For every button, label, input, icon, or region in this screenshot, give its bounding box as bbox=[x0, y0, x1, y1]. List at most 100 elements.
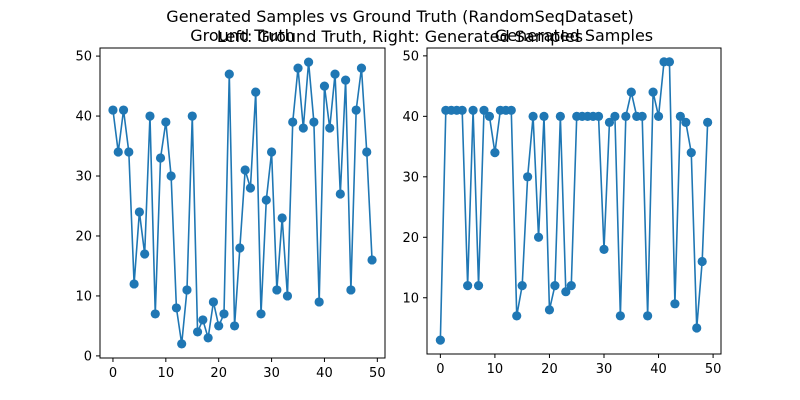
generated-title: Generated Samples bbox=[495, 26, 653, 45]
generated-data-point bbox=[670, 299, 680, 309]
ground-truth-data-point bbox=[314, 297, 324, 307]
ground-truth-data-point bbox=[325, 123, 335, 133]
ground-truth-data-point bbox=[356, 63, 367, 73]
ground-truth-x-tick-label: 10 bbox=[158, 366, 175, 381]
ground-truth-x-tick-label: 30 bbox=[263, 366, 280, 381]
generated-x-tick-label: 10 bbox=[487, 362, 504, 377]
generated-x-tick-label: 50 bbox=[705, 362, 722, 377]
generated-data-point bbox=[555, 111, 565, 121]
ground-truth-data-point bbox=[282, 291, 293, 301]
ground-truth-title: Ground Truth bbox=[190, 26, 295, 45]
generated-y-tick-label: 20 bbox=[402, 231, 419, 246]
ground-truth-data-point bbox=[140, 249, 150, 259]
ground-truth-data-point bbox=[277, 213, 287, 223]
figure-subtitle: Left: Ground Truth, Right: Generated Sam… bbox=[217, 27, 583, 46]
ground-truth-y-tick-label: 40 bbox=[75, 110, 92, 125]
generated-x-tick-label: 40 bbox=[650, 362, 667, 377]
ground-truth-data-point bbox=[330, 69, 340, 79]
ground-truth-data-point bbox=[261, 195, 271, 205]
ground-truth-data-point bbox=[187, 111, 197, 121]
ground-truth-data-point bbox=[245, 183, 256, 193]
ground-truth-y-tick-label: 30 bbox=[75, 170, 92, 185]
generated-samples-panel: Generated Samples 0 10 20 30 40 50 10 20 30 40 50 bbox=[402, 26, 722, 377]
ground-truth-data-point bbox=[134, 207, 144, 217]
ground-truth-data-point bbox=[177, 339, 187, 349]
ground-truth-data-point bbox=[129, 279, 139, 289]
ground-truth-data-point bbox=[214, 321, 224, 331]
ground-truth-data-point bbox=[198, 315, 208, 325]
generated-y-tick-label: 50 bbox=[402, 49, 419, 64]
ground-truth-data-point bbox=[351, 105, 361, 115]
generated-y-tick-label: 30 bbox=[402, 170, 419, 185]
ground-truth-data-point bbox=[309, 117, 319, 127]
ground-truth-axes-frame bbox=[99, 47, 386, 359]
generated-data-point bbox=[479, 105, 489, 115]
ground-truth-data-point bbox=[335, 189, 345, 199]
generated-data-point bbox=[539, 111, 549, 121]
ground-truth-data-point bbox=[341, 75, 351, 85]
figure-title: Generated Samples vs Ground Truth (Rando… bbox=[166, 7, 633, 26]
ground-truth-data-point bbox=[229, 321, 240, 331]
generated-data-point bbox=[463, 281, 473, 291]
ground-truth-data-point bbox=[362, 147, 372, 157]
ground-truth-data-point bbox=[124, 147, 134, 157]
generated-data-point bbox=[599, 244, 609, 254]
ground-truth-data-point bbox=[118, 105, 129, 115]
generated-data-point bbox=[484, 111, 495, 121]
ground-truth-data-point bbox=[224, 69, 234, 79]
ground-truth-data-point bbox=[171, 303, 182, 313]
ground-truth-y-tick-label: 10 bbox=[75, 289, 92, 304]
generated-data-point bbox=[593, 111, 604, 121]
generated-y-tick-label: 40 bbox=[402, 110, 419, 125]
generated-data-point bbox=[686, 148, 696, 158]
generated-data-point bbox=[604, 117, 615, 127]
ground-truth-data-point bbox=[161, 117, 171, 127]
generated-data-point bbox=[528, 111, 538, 121]
generated-data-point bbox=[468, 105, 478, 115]
ground-truth-data-point bbox=[166, 171, 176, 181]
ground-truth-data-point bbox=[108, 105, 118, 115]
ground-truth-data-point bbox=[113, 147, 123, 157]
ground-truth-data-point bbox=[346, 285, 356, 295]
ground-truth-y-tick-label: 50 bbox=[75, 50, 92, 65]
generated-data-point bbox=[561, 287, 571, 297]
ground-truth-data-point bbox=[303, 57, 314, 67]
ground-truth-y-tick-label: 0 bbox=[84, 349, 92, 364]
generated-y-tick-label: 10 bbox=[402, 291, 419, 306]
generated-data-point bbox=[703, 117, 713, 127]
ground-truth-x-tick-label: 40 bbox=[316, 366, 333, 381]
generated-data-point bbox=[506, 105, 516, 115]
ground-truth-panel: Ground Truth 0 10 20 30 40 50 0 10 20 30 40 50 bbox=[75, 26, 385, 381]
ground-truth-data-point bbox=[150, 309, 160, 319]
generated-data-point bbox=[457, 105, 467, 115]
ground-truth-data-point bbox=[203, 333, 213, 343]
ground-truth-x-tick-label: 50 bbox=[369, 366, 386, 381]
generated-data-point bbox=[621, 111, 631, 121]
ground-truth-data-point bbox=[208, 297, 219, 307]
generated-data-point bbox=[490, 148, 500, 158]
ground-truth-data-point bbox=[219, 309, 229, 319]
ground-truth-data-point bbox=[182, 285, 192, 295]
ground-truth-data-point bbox=[319, 81, 330, 91]
generated-data-point bbox=[533, 232, 544, 242]
generated-data-point bbox=[610, 111, 620, 121]
ground-truth-data-point bbox=[256, 309, 266, 319]
generated-data-point bbox=[675, 111, 685, 121]
generated-data-point bbox=[697, 256, 707, 267]
generated-data-point bbox=[512, 311, 522, 321]
generated-x-tick-label: 30 bbox=[596, 362, 613, 377]
generated-x-tick-label: 20 bbox=[541, 362, 558, 377]
ground-truth-data-point bbox=[288, 117, 298, 127]
ground-truth-data-point bbox=[240, 165, 250, 175]
generated-data-point bbox=[637, 111, 647, 121]
ground-truth-series-line bbox=[112, 61, 373, 345]
generated-data-point bbox=[653, 111, 664, 121]
generated-data-point bbox=[473, 281, 484, 291]
generated-data-point bbox=[566, 281, 576, 291]
ground-truth-data-point bbox=[298, 123, 308, 133]
ground-truth-x-tick-label: 20 bbox=[210, 366, 227, 381]
ground-truth-y-tick-label: 20 bbox=[75, 229, 92, 244]
generated-data-point bbox=[523, 172, 533, 182]
ground-truth-data-point bbox=[251, 87, 261, 97]
